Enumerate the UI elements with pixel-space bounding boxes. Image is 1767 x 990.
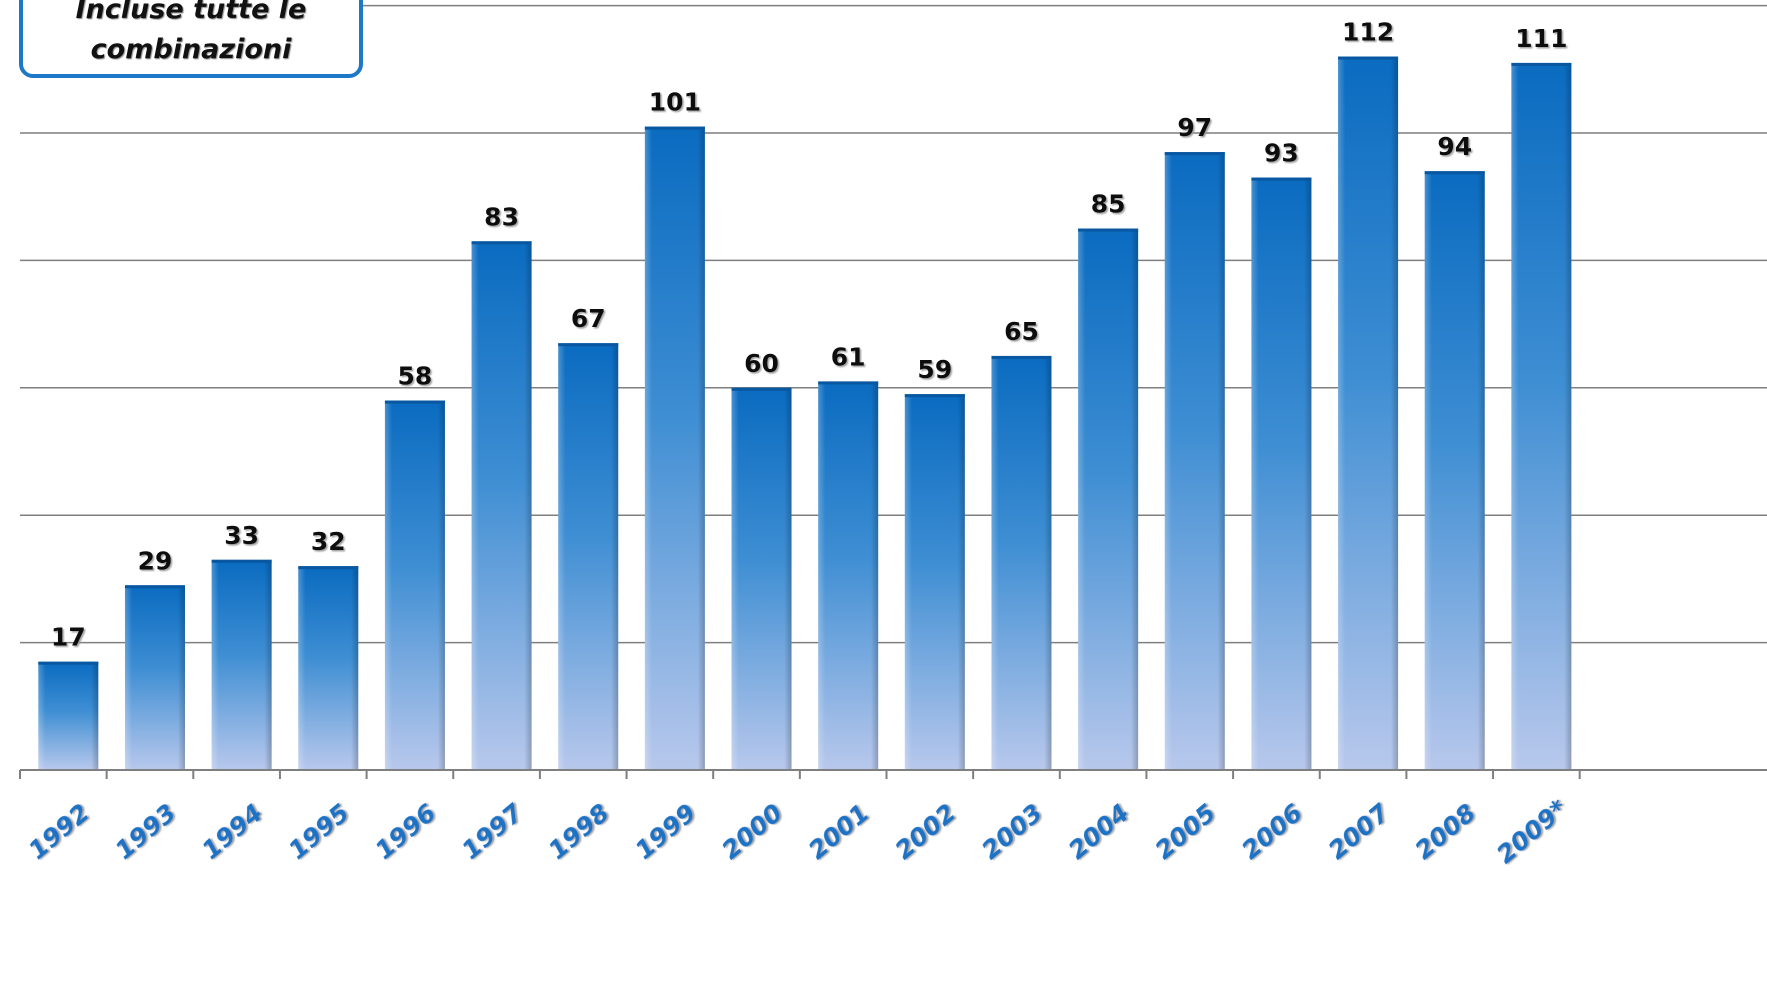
bar [384,400,445,770]
bar-bevel [818,381,879,770]
x-tick-label: 1992 [23,798,95,865]
x-tick-label: 2002 [889,798,961,865]
data-label: 67 [571,304,606,333]
data-label: 94 [1437,132,1472,161]
bar [38,661,99,770]
bar [298,566,359,770]
data-label: 112 [1342,18,1394,47]
bar-bevel [471,241,532,771]
data-label: 59 [917,355,952,384]
bar-top-edge [904,394,965,398]
bar-bevel [558,343,619,770]
data-label: 29 [138,546,173,575]
bar-top-edge [818,381,879,385]
x-tick-label: 2000 [716,798,788,865]
bar-bevel [38,661,99,770]
data-label: 97 [1177,113,1212,142]
bar-bevel [298,566,359,770]
bar-bevel [1251,177,1312,771]
bar [124,585,185,770]
bar-top-edge [384,400,445,404]
x-tick-label: 2008 [1409,798,1481,865]
x-tick-label: 1998 [543,798,615,865]
x-tick-label: 2001 [803,798,875,865]
bar-top-edge [1338,56,1399,60]
data-label: 60 [744,349,779,378]
bar-top-edge [38,661,99,665]
bar-top-edge [1511,62,1572,66]
bar [818,381,879,770]
bar [471,241,532,771]
x-tick-label: 2004 [1063,798,1135,865]
bar [1251,177,1312,771]
bar-bevel [1164,152,1225,771]
x-tick-label: 1993 [110,798,182,865]
bar [731,387,792,770]
bar-top-edge [298,566,359,570]
data-label: 93 [1264,139,1299,168]
data-label: 85 [1091,190,1126,219]
bar-bevel [1424,171,1485,771]
x-tick-label: 2003 [976,798,1048,865]
bar-bevel [991,355,1052,770]
gridlines [20,4,1767,644]
bar-top-edge [558,343,619,347]
x-tick-label: 1996 [369,798,441,865]
data-label: 101 [649,88,701,117]
bar-bevel [1338,56,1399,771]
data-labels: 17 29 33 32 58 83 67 101 60 61 59 65 85 97 93 112 94 111 [51,18,1568,652]
bar [1338,56,1399,771]
bar-top-edge [731,387,792,391]
bar [1424,171,1485,771]
bar-top-edge [211,559,272,563]
data-label: 65 [1004,317,1039,346]
bar-bevel [904,394,965,770]
bar-bevel [1078,228,1139,771]
bar [1164,152,1225,771]
legend-line-2: combinazioni [90,34,292,65]
bar-top-edge [1251,177,1312,181]
bar-bevel [124,585,185,770]
x-tick-label: 1994 [196,798,268,865]
data-label: 58 [398,362,433,391]
bar [644,126,705,770]
bar-top-edge [1424,171,1485,175]
data-label: 32 [311,527,346,556]
data-label: 83 [484,202,519,231]
bar [1078,228,1139,771]
bar [904,394,965,770]
data-label: 111 [1515,24,1567,53]
bar-bevel [1511,62,1572,771]
data-label: 33 [224,521,259,550]
bar-top-edge [991,355,1052,359]
x-tick-label: 1997 [456,798,528,865]
legend-line-1: Incluse tutte le [75,0,307,25]
bars [38,56,1572,771]
bar [1511,62,1572,771]
x-tick-label: 1999 [629,798,701,865]
bar-bevel [644,126,705,770]
bar-bevel [384,400,445,770]
x-tick-label: 2009* [1491,794,1573,869]
bar-top-edge [124,585,185,589]
bar-bevel [211,559,272,770]
data-label: 61 [831,342,866,371]
x-tick-label: 2006 [1236,798,1308,865]
x-tick-label: 2007 [1323,798,1395,865]
x-tick-label: 2005 [1149,798,1221,865]
bar-bevel [731,387,792,770]
x-axis [19,769,1767,779]
legend-box: Incluse tutte le combinazioni [19,0,363,78]
bar-top-edge [471,241,532,245]
bar [558,343,619,770]
bar [211,559,272,770]
bar-top-edge [1164,152,1225,156]
bar-top-edge [644,126,705,130]
bar [991,355,1052,770]
x-tick-labels: 1992 1993 1994 1995 1996 1997 1998 1999 2000 2001… [23,794,1573,869]
bar-top-edge [1078,228,1139,232]
x-tick-label: 1995 [283,798,355,865]
data-label: 17 [51,623,86,652]
